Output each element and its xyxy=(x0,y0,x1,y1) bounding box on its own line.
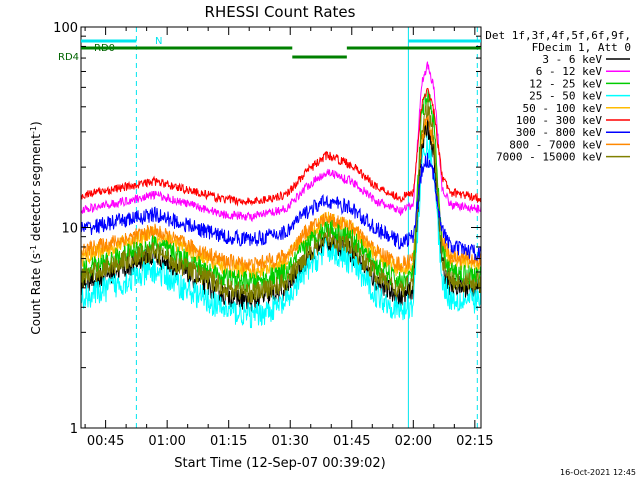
y-axis-label-exp2: -1 xyxy=(29,126,38,134)
series-line-5 xyxy=(81,87,481,207)
series-line-3 xyxy=(81,135,481,329)
y-axis-label-end: ) xyxy=(29,121,43,126)
legend-header-line2: FDecim 1, Att 0 xyxy=(532,41,631,54)
x-tick-label-6: 02:15 xyxy=(456,434,493,449)
series-line-8 xyxy=(81,99,481,304)
legend-header-line1: Det 1f,3f,4f,5f,6f,9f, xyxy=(485,29,631,42)
x-axis-label: Start Time (12-Sep-07 00:39:02) xyxy=(174,456,385,471)
chart-title: RHESSI Count Rates xyxy=(205,3,356,21)
status-flag-bars: N RD0 RD4 xyxy=(58,36,481,63)
x-axis: 00:45 01:00 01:15 01:30 01:45 02:00 02:15 xyxy=(84,27,494,449)
legend-label-0: 3 - 6 keV xyxy=(542,53,602,66)
x-tick-label-2: 01:15 xyxy=(210,434,247,449)
x-tick-label-3: 01:30 xyxy=(271,434,308,449)
x-tick-label-1: 01:00 xyxy=(148,434,185,449)
y-axis: 1 10 100 xyxy=(53,21,481,437)
series-line-6 xyxy=(81,152,481,261)
x-tick-label-4: 01:45 xyxy=(333,434,370,449)
x-tick-label-5: 02:00 xyxy=(395,434,432,449)
legend-label-2: 12 - 25 keV xyxy=(529,77,602,90)
legend-label-1: 6 - 12 keV xyxy=(536,65,603,78)
legend-label-5: 100 - 300 keV xyxy=(516,114,602,127)
legend-label-7: 800 - 7000 keV xyxy=(509,138,602,151)
y-tick-label-0: 1 xyxy=(70,422,78,437)
legend-label-3: 25 - 50 keV xyxy=(529,90,602,103)
legend-label-4: 50 - 100 keV xyxy=(523,102,603,115)
y-axis-label-main: Count Rate (s xyxy=(29,253,43,335)
y-axis-label-mid: detector segment xyxy=(29,134,43,245)
x-tick-label-0: 00:45 xyxy=(87,434,124,449)
y-axis-label: Count Rate (s-1 detector segment-1) xyxy=(29,121,44,334)
y-tick-label-2: 100 xyxy=(53,21,78,36)
y-axis-label-exp1: -1 xyxy=(29,245,38,253)
timestamp: 16-Oct-2021 12:45 xyxy=(560,468,636,477)
legend: Det 1f,3f,4f,5f,6f,9f, FDecim 1, Att 0 3… xyxy=(485,29,631,164)
flag-label-n: N xyxy=(155,36,162,47)
flag-label-rd4: RD4 xyxy=(58,52,79,63)
legend-label-8: 7000 - 15000 keV xyxy=(496,151,602,164)
legend-label-6: 300 - 800 keV xyxy=(516,126,602,139)
series-line-7 xyxy=(81,111,481,273)
series-line-1 xyxy=(81,61,481,223)
y-tick-label-1: 10 xyxy=(61,222,78,237)
